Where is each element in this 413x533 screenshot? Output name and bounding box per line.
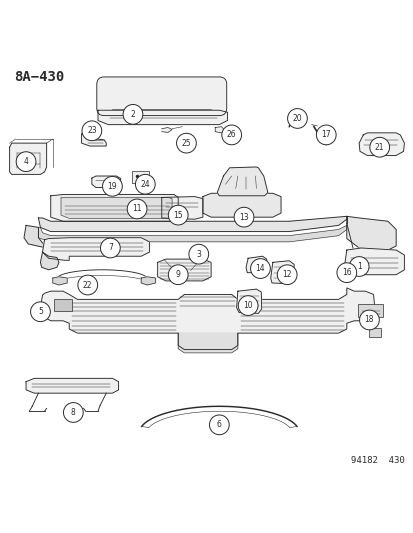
- Polygon shape: [40, 288, 374, 350]
- Text: 7: 7: [108, 244, 112, 253]
- Circle shape: [237, 296, 257, 316]
- Circle shape: [287, 109, 306, 128]
- Polygon shape: [161, 197, 202, 219]
- Circle shape: [82, 121, 102, 141]
- Circle shape: [250, 259, 270, 278]
- Text: 13: 13: [239, 213, 248, 222]
- Polygon shape: [215, 127, 223, 133]
- Polygon shape: [9, 143, 47, 174]
- Circle shape: [123, 104, 142, 124]
- Circle shape: [63, 402, 83, 422]
- Polygon shape: [40, 252, 59, 270]
- Polygon shape: [53, 277, 67, 285]
- FancyBboxPatch shape: [358, 304, 382, 318]
- Polygon shape: [236, 289, 261, 313]
- Circle shape: [234, 207, 253, 227]
- FancyBboxPatch shape: [368, 328, 380, 337]
- Circle shape: [188, 244, 208, 264]
- Text: 23: 23: [87, 126, 97, 135]
- Polygon shape: [346, 216, 395, 250]
- Polygon shape: [178, 333, 237, 353]
- Circle shape: [135, 174, 155, 194]
- Circle shape: [31, 302, 50, 321]
- Circle shape: [176, 133, 196, 153]
- Circle shape: [209, 415, 229, 435]
- Polygon shape: [98, 110, 227, 125]
- Circle shape: [168, 205, 188, 225]
- Text: 3: 3: [196, 249, 201, 259]
- Text: 16: 16: [341, 268, 351, 277]
- Polygon shape: [38, 216, 346, 231]
- Text: 26: 26: [226, 131, 236, 140]
- FancyBboxPatch shape: [54, 298, 72, 311]
- Polygon shape: [245, 256, 267, 273]
- Circle shape: [102, 176, 122, 196]
- Circle shape: [359, 310, 378, 330]
- FancyBboxPatch shape: [97, 77, 226, 116]
- Circle shape: [277, 265, 297, 285]
- Circle shape: [127, 199, 147, 219]
- Polygon shape: [51, 195, 178, 221]
- Text: 24: 24: [140, 180, 150, 189]
- Polygon shape: [270, 261, 294, 284]
- Text: 8A−430: 8A−430: [14, 70, 64, 84]
- Text: 11: 11: [132, 205, 142, 213]
- Circle shape: [349, 256, 368, 277]
- Polygon shape: [141, 277, 155, 285]
- Polygon shape: [24, 225, 47, 248]
- Text: 5: 5: [38, 307, 43, 316]
- Polygon shape: [217, 167, 267, 196]
- Circle shape: [369, 138, 389, 157]
- Text: 94182  430: 94182 430: [350, 456, 404, 465]
- Text: 1: 1: [356, 262, 361, 271]
- Polygon shape: [61, 197, 172, 219]
- Polygon shape: [358, 133, 404, 156]
- Circle shape: [78, 275, 97, 295]
- Text: 20: 20: [292, 114, 301, 123]
- Polygon shape: [92, 176, 120, 188]
- Text: 4: 4: [24, 157, 28, 166]
- Text: 25: 25: [181, 139, 191, 148]
- Text: 10: 10: [243, 301, 252, 310]
- Text: 17: 17: [320, 131, 330, 140]
- Polygon shape: [161, 127, 172, 132]
- Circle shape: [316, 125, 335, 145]
- Polygon shape: [43, 238, 149, 260]
- Text: 12: 12: [282, 270, 291, 279]
- Circle shape: [336, 263, 356, 282]
- FancyBboxPatch shape: [132, 171, 149, 183]
- Polygon shape: [38, 225, 346, 242]
- Text: 18: 18: [364, 316, 373, 325]
- Text: 19: 19: [107, 182, 117, 191]
- Text: 22: 22: [83, 280, 92, 289]
- Polygon shape: [202, 193, 280, 217]
- Text: 2: 2: [130, 110, 135, 119]
- Text: 14: 14: [255, 264, 265, 273]
- Text: 21: 21: [374, 143, 384, 152]
- Circle shape: [100, 238, 120, 258]
- Text: 15: 15: [173, 211, 183, 220]
- Polygon shape: [157, 259, 211, 281]
- Circle shape: [16, 152, 36, 172]
- Circle shape: [168, 265, 188, 285]
- Text: 9: 9: [176, 270, 180, 279]
- Polygon shape: [344, 248, 404, 274]
- Circle shape: [221, 125, 241, 145]
- Polygon shape: [26, 378, 118, 393]
- Polygon shape: [81, 134, 106, 146]
- Text: 6: 6: [216, 421, 221, 429]
- Text: 8: 8: [71, 408, 76, 417]
